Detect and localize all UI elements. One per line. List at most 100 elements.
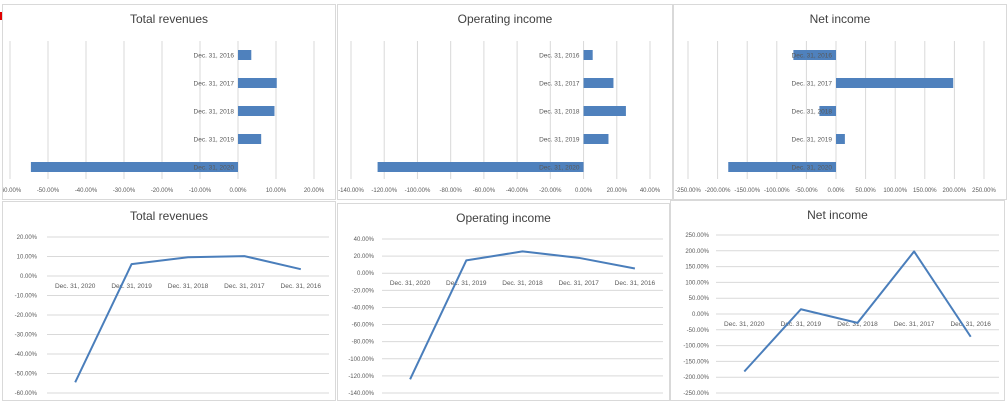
chart-title: Total revenues — [129, 209, 209, 223]
y-tick-label: -250.00% — [683, 391, 709, 397]
bar — [30, 162, 239, 172]
category-label: Dec. 31, 2017 — [792, 81, 833, 88]
bar-chart-svg: -250.00% -200.00% -150.00% -100.00% -50.00% 0… — [675, 41, 997, 194]
category-label: Dec. 31, 2018 — [792, 109, 833, 116]
category-label: Dec. 31, 2018 — [837, 321, 878, 328]
y-tick-label: -100.00% — [348, 357, 374, 363]
chart-total-revenues-line: Total revenues 20.00% 10.00% 0.00% -10.00% -… — [2, 201, 336, 401]
y-tick-label: 0.00% — [20, 274, 38, 280]
chart-title: Net income — [807, 208, 868, 222]
y-tick-label: 150.00% — [685, 265, 709, 271]
chart-net-income-bar: Net income -250.00% -200.00% -150.00% -100.… — [673, 4, 1007, 200]
bar — [836, 78, 954, 88]
y-tick-label: 0.00% — [692, 312, 710, 318]
x-tick-label: 20.00% — [304, 188, 325, 194]
bar — [793, 50, 836, 60]
category-label: Dec. 31, 2017 — [539, 81, 580, 88]
x-tick-label: 20.00% — [607, 188, 628, 194]
y-tick-label: -120.00% — [348, 374, 374, 380]
line-chart-svg: 20.00% 10.00% 0.00% -10.00% -20.00% -30.00% -4… — [15, 235, 329, 397]
x-tick-label: -250.00% — [675, 188, 701, 194]
x-tick-label: -200.00% — [705, 188, 731, 194]
x-tick-label: -120.00% — [371, 188, 397, 194]
red-edge-marker — [0, 12, 2, 20]
y-tick-label: -200.00% — [683, 375, 709, 381]
bar — [238, 50, 252, 60]
category-label: Dec. 31, 2019 — [194, 137, 235, 144]
series-line — [743, 250, 972, 373]
line-chart-svg: 40.00% 20.00% 0.00% -20.00% -40.00% -60.00% -8… — [348, 237, 663, 397]
category-label: Dec. 31, 2016 — [950, 321, 991, 328]
x-tick-label: 40.00% — [640, 188, 661, 194]
x-tick-label: -100.00% — [405, 188, 431, 194]
y-tick-label: -20.00% — [352, 288, 375, 294]
x-tick-label: -40.00% — [506, 188, 529, 194]
x-tick-label: -50.00% — [37, 188, 60, 194]
y-tick-label: -150.00% — [683, 359, 709, 365]
chart-title: Operating income — [457, 12, 553, 26]
y-tick-label: 200.00% — [685, 249, 709, 255]
series-line — [409, 250, 636, 380]
x-tick-label: 0.00% — [575, 188, 593, 194]
bar-chart-svg: -140.00% -120.00% -100.00% -80.00% -60.00% -4… — [338, 41, 661, 194]
x-tick-label: -80.00% — [439, 188, 462, 194]
chart-title: Net income — [809, 12, 871, 26]
x-tick-label: -60.00% — [473, 188, 496, 194]
y-tick-label: -60.00% — [352, 323, 375, 329]
y-tick-label: -30.00% — [15, 333, 38, 339]
y-tick-label: 10.00% — [17, 255, 38, 261]
y-tick-label: 20.00% — [354, 254, 375, 260]
series-line — [74, 255, 302, 383]
category-label: Dec. 31, 2016 — [194, 53, 235, 60]
category-label: Dec. 31, 2017 — [194, 81, 235, 88]
category-label: Dec. 31, 2017 — [558, 280, 599, 287]
category-label: Dec. 31, 2019 — [792, 137, 833, 144]
category-label: Dec. 31, 2019 — [111, 283, 152, 290]
x-tick-label: 250.00% — [972, 188, 996, 194]
y-tick-label: -80.00% — [352, 340, 375, 346]
y-tick-label: -140.00% — [348, 391, 374, 397]
category-label: Dec. 31, 2018 — [539, 109, 580, 116]
x-tick-label: -140.00% — [338, 188, 364, 194]
y-tick-label: -100.00% — [683, 344, 709, 350]
bar — [583, 50, 593, 60]
x-tick-label: 150.00% — [913, 188, 937, 194]
line-chart-svg: 250.00% 200.00% 150.00% 100.00% 50.00% 0.00% -… — [683, 233, 999, 397]
category-label: Dec. 31, 2020 — [55, 283, 96, 290]
y-tick-label: -40.00% — [352, 305, 375, 311]
chart-title: Total revenues — [129, 12, 209, 26]
category-label: Dec. 31, 2020 — [792, 165, 833, 172]
x-tick-label: -60.00% — [3, 188, 22, 194]
y-tick-label: 40.00% — [354, 237, 375, 243]
category-label: Dec. 31, 2017 — [224, 283, 265, 290]
category-label: Dec. 31, 2016 — [792, 53, 833, 60]
x-tick-label: -100.00% — [764, 188, 790, 194]
category-label: Dec. 31, 2016 — [539, 53, 580, 60]
y-tick-label: 50.00% — [689, 296, 710, 302]
category-label: Dec. 31, 2016 — [281, 283, 322, 290]
x-tick-label: -10.00% — [189, 188, 212, 194]
category-label: Dec. 31, 2018 — [168, 283, 209, 290]
y-tick-label: -50.00% — [687, 328, 710, 334]
chart-operating-income-line: Operating income 40.00% 20.00% 0.00% -20.00… — [337, 203, 670, 401]
bar — [728, 162, 836, 172]
category-label: Dec. 31, 2017 — [894, 321, 935, 328]
x-tick-label: -150.00% — [734, 188, 760, 194]
x-tick-label: -50.00% — [795, 188, 818, 194]
x-tick-label: 0.00% — [229, 188, 247, 194]
x-tick-label: 10.00% — [266, 188, 287, 194]
bar-chart-svg: -60.00% -50.00% -40.00% -30.00% -20.00% -10.0… — [3, 41, 325, 194]
x-tick-label: 200.00% — [943, 188, 967, 194]
y-tick-label: 20.00% — [17, 235, 38, 241]
x-tick-label: -20.00% — [151, 188, 174, 194]
category-label: Dec. 31, 2016 — [615, 280, 656, 287]
bar — [583, 106, 626, 116]
category-label: Dec. 31, 2019 — [539, 137, 580, 144]
chart-operating-income-bar: Operating income -140.00% -120.00% -100.00… — [337, 4, 673, 200]
category-label: Dec. 31, 2020 — [539, 165, 580, 172]
bar — [819, 106, 836, 116]
chart-total-revenues-bar: Total revenues -60.00% -50.00% -40.00% -30.… — [2, 4, 336, 200]
y-tick-label: 250.00% — [685, 233, 709, 239]
category-label: Dec. 31, 2020 — [724, 321, 765, 328]
chart-net-income-line: Net income 250.00% 200.00% 150.00% 100.00% 5… — [670, 200, 1005, 401]
